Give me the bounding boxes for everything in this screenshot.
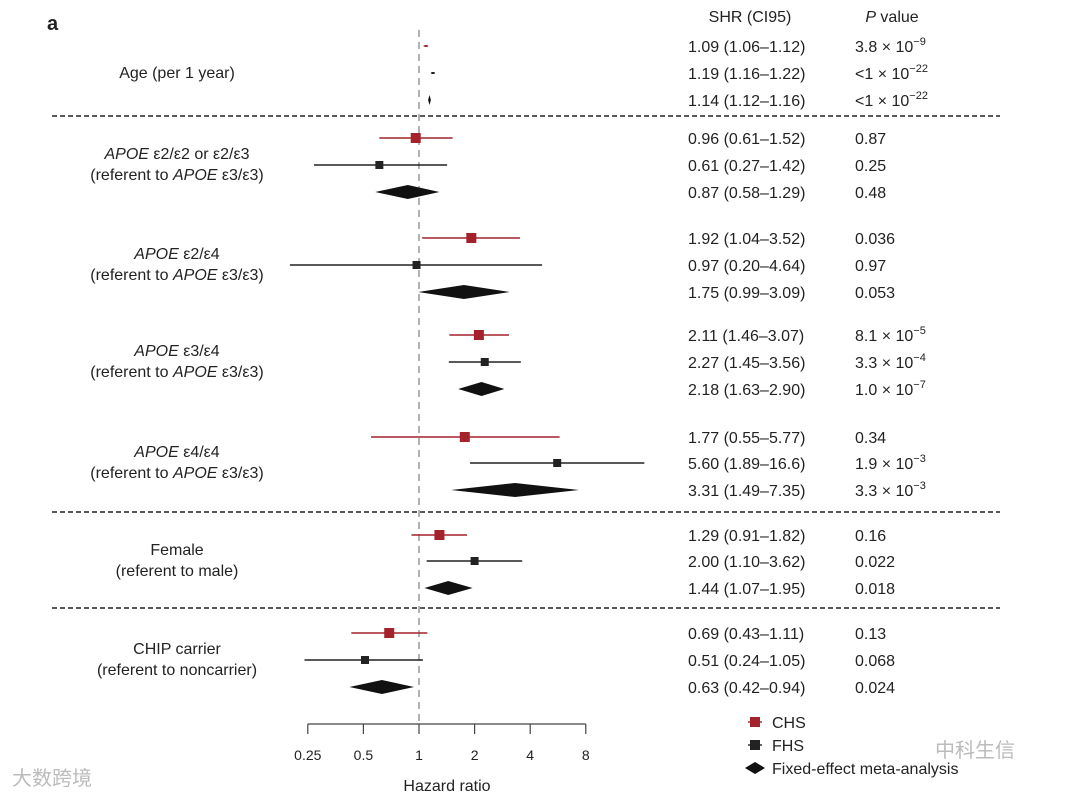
shr-value: 1.92 (1.04–3.52) [688, 231, 805, 248]
p-value: 0.97 [855, 258, 886, 275]
watermark: 中科生信 [935, 739, 1015, 762]
chs-point [384, 628, 395, 638]
legend-square-icon [750, 717, 760, 727]
p-value: 0.053 [855, 285, 895, 302]
p-value: 8.1 × 10−5 [855, 325, 926, 345]
shr-value: 1.09 (1.06–1.12) [688, 39, 805, 56]
watermark: 大数跨境 [12, 767, 92, 790]
panel-label: a [47, 13, 59, 35]
shr-value: 0.63 (0.42–0.94) [688, 680, 805, 697]
fhs-point [470, 557, 479, 565]
x-tick-label: 2 [471, 747, 479, 763]
chs-point [473, 330, 484, 340]
shr-value: 5.60 (1.89–16.6) [688, 456, 805, 473]
shr-value: 0.97 (0.20–4.64) [688, 258, 805, 275]
p-value: 0.25 [855, 158, 886, 175]
shr-value: 1.14 (1.12–1.16) [688, 93, 805, 110]
group-label: CHIP carrier [133, 641, 221, 658]
p-value: 0.13 [855, 626, 886, 643]
p-value: 3.8 × 10−9 [855, 36, 926, 56]
shr-value: 0.96 (0.61–1.52) [688, 131, 805, 148]
group-label: APOE ε2/ε2 or ε2/ε3 [103, 146, 249, 163]
fhs-point [480, 358, 489, 366]
chs-point [459, 432, 470, 442]
shr-value: 1.19 (1.16–1.22) [688, 66, 805, 83]
chs-point [466, 233, 477, 243]
group-label: APOE ε3/ε4 [133, 343, 220, 360]
chs-point [410, 133, 421, 143]
meta-diamond [424, 581, 473, 595]
p-value: 1.9 × 10−3 [855, 453, 926, 473]
shr-value: 2.27 (1.45–3.56) [688, 355, 805, 372]
fhs-point [553, 459, 562, 467]
shr-header: SHR (CI95) [709, 9, 792, 26]
group-label: Female [150, 542, 203, 559]
legend-label: CHS [772, 715, 806, 732]
legend-square-icon [750, 740, 760, 750]
group-label: (referent to male) [116, 563, 239, 580]
legend-diamond-icon [745, 762, 765, 774]
p-value: <1 × 10−22 [855, 90, 928, 110]
meta-diamond [428, 95, 431, 105]
x-tick-label: 1 [415, 747, 423, 763]
group-label: (referent to noncarrier) [97, 662, 257, 679]
x-tick-label: 8 [582, 747, 590, 763]
shr-value: 0.87 (0.58–1.29) [688, 185, 805, 202]
meta-diamond [458, 382, 505, 396]
group-label: APOE ε4/ε4 [133, 444, 220, 461]
x-tick-label: 0.25 [294, 747, 321, 763]
x-axis-label: Hazard ratio [403, 778, 490, 795]
shr-value: 2.11 (1.46–3.07) [688, 328, 804, 345]
legend-label: Fixed-effect meta-analysis [772, 761, 958, 778]
group-label: APOE ε2/ε4 [133, 246, 220, 263]
group-label: Age (per 1 year) [119, 65, 235, 82]
shr-value: 0.51 (0.24–1.05) [688, 653, 805, 670]
x-tick-label: 4 [526, 747, 534, 763]
shr-value: 3.31 (1.49–7.35) [688, 483, 805, 500]
p-value-header: P value [865, 9, 918, 26]
fhs-point [375, 161, 384, 169]
meta-diamond [418, 285, 510, 299]
p-value: 0.48 [855, 185, 886, 202]
p-value: 3.3 × 10−4 [855, 352, 926, 372]
p-value: 0.068 [855, 653, 895, 670]
p-value: 0.16 [855, 528, 886, 545]
meta-diamond [375, 185, 440, 199]
chs-point [434, 530, 445, 540]
p-value: 0.024 [855, 680, 895, 697]
fhs-point [431, 72, 434, 74]
p-value: 0.34 [855, 430, 886, 447]
shr-value: 0.69 (0.43–1.11) [688, 626, 804, 643]
group-label: (referent to APOE ε3/ε3) [90, 167, 263, 184]
shr-value: 2.00 (1.10–3.62) [688, 554, 805, 571]
p-value: 0.022 [855, 554, 895, 571]
p-value: 3.3 × 10−3 [855, 480, 926, 500]
legend-label: FHS [772, 738, 804, 755]
p-value: 0.036 [855, 231, 895, 248]
p-value: <1 × 10−22 [855, 63, 928, 83]
shr-value: 1.75 (0.99–3.09) [688, 285, 805, 302]
shr-value: 0.61 (0.27–1.42) [688, 158, 805, 175]
p-value: 1.0 × 10−7 [855, 379, 926, 399]
group-label: (referent to APOE ε3/ε3) [90, 465, 263, 482]
meta-diamond [450, 483, 580, 497]
shr-value: 1.29 (0.91–1.82) [688, 528, 805, 545]
group-label: (referent to APOE ε3/ε3) [90, 364, 263, 381]
meta-diamond [349, 680, 415, 694]
shr-value: 2.18 (1.63–2.90) [688, 382, 805, 399]
shr-value: 1.44 (1.07–1.95) [688, 581, 805, 598]
p-value: 0.87 [855, 131, 886, 148]
chs-point [424, 45, 427, 47]
p-value: 0.018 [855, 581, 895, 598]
group-label: (referent to APOE ε3/ε3) [90, 267, 263, 284]
fhs-point [412, 261, 421, 269]
x-tick-label: 0.5 [354, 747, 374, 763]
shr-value: 1.77 (0.55–5.77) [688, 430, 805, 447]
fhs-point [360, 656, 369, 664]
